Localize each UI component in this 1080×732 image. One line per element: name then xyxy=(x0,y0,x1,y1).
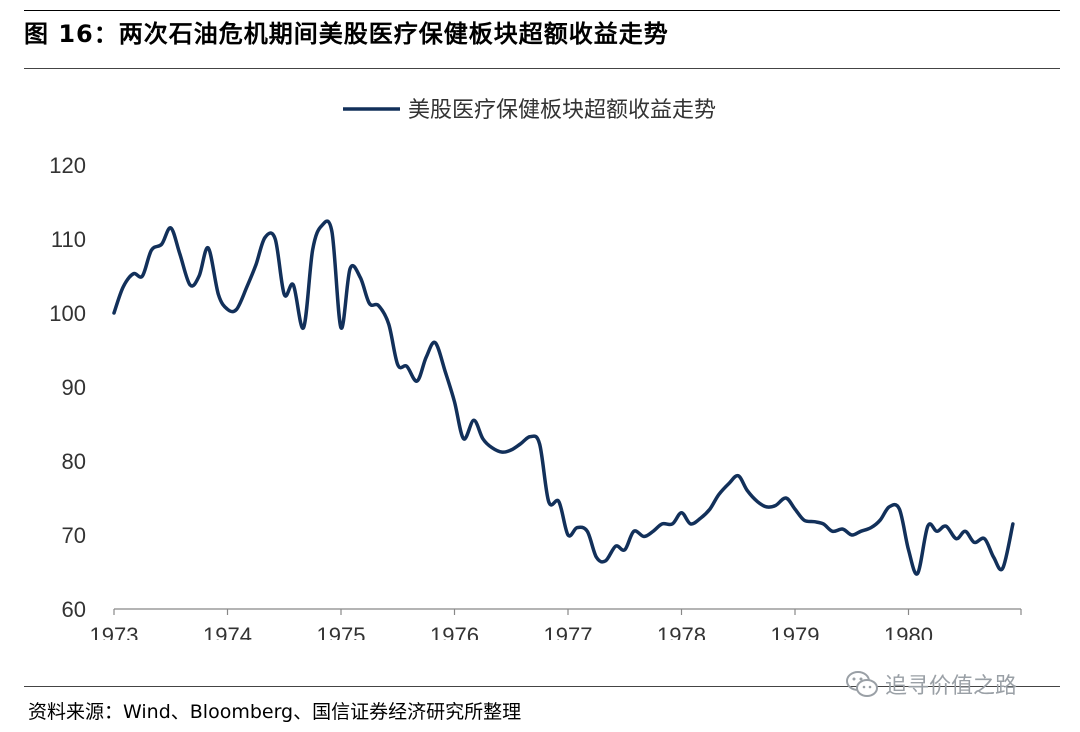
y-tick-label: 110 xyxy=(51,227,86,252)
y-tick-label: 60 xyxy=(62,597,86,622)
y-tick-label: 120 xyxy=(49,153,86,178)
wechat-icon xyxy=(846,671,878,697)
x-tick-label: 1974 xyxy=(203,623,252,640)
x-tick-label: 1978 xyxy=(657,623,706,640)
y-tick-label: 70 xyxy=(62,523,86,548)
x-tick-label: 1976 xyxy=(430,623,479,640)
source-note: 资料来源：Wind、Bloomberg、国信证券经济研究所整理 xyxy=(28,701,522,723)
x-tick-label: 1975 xyxy=(317,623,366,640)
y-tick-label: 90 xyxy=(62,375,86,400)
x-axis: 1973 1974 1975 1976 1977 1978 1979 1980 xyxy=(90,608,1022,640)
top-rule xyxy=(24,10,1060,11)
y-tick-label: 80 xyxy=(62,449,86,474)
x-tick-label: 1973 xyxy=(90,623,139,640)
x-tick-label: 1980 xyxy=(884,623,933,640)
watermark: 追寻价值之路 xyxy=(845,668,1017,700)
series-line xyxy=(112,219,1015,576)
x-tick-label: 1979 xyxy=(771,623,820,640)
x-tick-label: 1977 xyxy=(544,623,593,640)
y-tick-label: 100 xyxy=(49,301,86,326)
legend-label: 美股医疗保健板块超额收益走势 xyxy=(408,98,716,123)
bottom-rule xyxy=(24,686,1060,687)
title-divider xyxy=(24,68,1060,69)
figure-title: 图 16：两次石油危机期间美股医疗保健板块超额收益走势 xyxy=(24,20,669,48)
chart-legend: 美股医疗保健板块超额收益走势 xyxy=(343,98,716,123)
watermark-text: 追寻价值之路 xyxy=(885,674,1018,699)
series-group xyxy=(112,219,1015,576)
y-axis: 60 70 80 90 100 110 120 xyxy=(49,153,86,622)
